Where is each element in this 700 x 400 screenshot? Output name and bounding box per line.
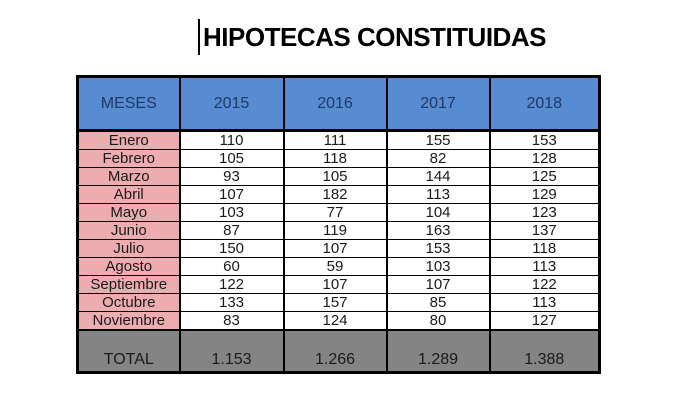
value-cell[interactable]: 113	[488, 257, 601, 276]
table-row-septiembre: Septiembre 122 107 107 122	[76, 275, 601, 294]
table-row-junio: Junio 87 119 163 137	[76, 221, 601, 240]
table-row-abril: Abril 107 182 113 129	[76, 185, 601, 204]
column-header-2018[interactable]: 2018	[488, 75, 601, 132]
value-cell[interactable]: 118	[282, 149, 388, 168]
value-cell[interactable]: 107	[178, 185, 285, 204]
value-cell[interactable]: 127	[488, 311, 601, 331]
table-row-enero: Enero 110 111 155 153	[76, 130, 601, 150]
value-cell[interactable]: 129	[488, 185, 601, 204]
month-cell-junio[interactable]: Junio	[76, 221, 181, 240]
value-cell[interactable]: 137	[488, 221, 601, 240]
value-cell[interactable]: 82	[385, 149, 491, 168]
value-cell[interactable]: 122	[488, 275, 601, 294]
value-cell[interactable]: 133	[178, 293, 285, 312]
value-cell[interactable]: 153	[488, 130, 601, 150]
value-cell[interactable]: 157	[282, 293, 388, 312]
value-cell[interactable]: 118	[488, 239, 601, 258]
value-cell[interactable]: 125	[488, 167, 601, 186]
value-cell[interactable]: 103	[385, 257, 491, 276]
month-cell-septiembre[interactable]: Septiembre	[76, 275, 181, 294]
table-row-julio: Julio 150 107 153 118	[76, 239, 601, 258]
month-cell-octubre[interactable]: Octubre	[76, 293, 181, 312]
value-cell[interactable]: 59	[282, 257, 388, 276]
column-header-2015[interactable]: 2015	[178, 75, 285, 132]
value-cell[interactable]: 83	[178, 311, 285, 331]
value-cell[interactable]: 123	[488, 203, 601, 222]
value-cell[interactable]: 80	[385, 311, 491, 331]
total-label-cell[interactable]: TOTAL	[76, 329, 181, 373]
value-cell[interactable]: 103	[178, 203, 285, 222]
value-cell[interactable]: 107	[282, 275, 388, 294]
table-row-noviembre: Noviembre 83 124 80 127	[76, 311, 601, 331]
value-cell[interactable]: 105	[178, 149, 285, 168]
total-value-cell-2015[interactable]: 1.153	[178, 329, 285, 373]
header-row: MESES 2015 2016 2017 2018	[76, 75, 601, 132]
table-row-octubre: Octubre 133 157 85 113	[76, 293, 601, 312]
page-title[interactable]: HIPOTECAS CONSTITUIDAS	[203, 22, 546, 52]
total-value-cell-2017[interactable]: 1.289	[385, 329, 491, 373]
value-cell[interactable]: 153	[385, 239, 491, 258]
table-row-marzo: Marzo 93 105 144 125	[76, 167, 601, 186]
month-cell-marzo[interactable]: Marzo	[76, 167, 181, 186]
value-cell[interactable]: 77	[282, 203, 388, 222]
table-row-mayo: Mayo 103 77 104 123	[76, 203, 601, 222]
value-cell[interactable]: 163	[385, 221, 491, 240]
text-cursor	[198, 19, 201, 55]
value-cell[interactable]: 150	[178, 239, 285, 258]
value-cell[interactable]: 93	[178, 167, 285, 186]
value-cell[interactable]: 107	[385, 275, 491, 294]
value-cell[interactable]: 155	[385, 130, 491, 150]
value-cell[interactable]: 105	[282, 167, 388, 186]
month-cell-noviembre[interactable]: Noviembre	[76, 311, 181, 331]
value-cell[interactable]: 144	[385, 167, 491, 186]
value-cell[interactable]: 182	[282, 185, 388, 204]
value-cell[interactable]: 113	[385, 185, 491, 204]
total-value-cell-2018[interactable]: 1.388	[488, 329, 601, 373]
value-cell[interactable]: 128	[488, 149, 601, 168]
total-row: TOTAL 1.153 1.266 1.289 1.388	[76, 329, 601, 373]
value-cell[interactable]: 104	[385, 203, 491, 222]
column-header-2017[interactable]: 2017	[385, 75, 491, 132]
value-cell[interactable]: 119	[282, 221, 388, 240]
month-cell-abril[interactable]: Abril	[76, 185, 181, 204]
column-header-meses[interactable]: MESES	[76, 75, 181, 132]
hipotecas-table: MESES 2015 2016 2017 2018 Enero 110 111 …	[76, 75, 601, 374]
value-cell[interactable]: 124	[282, 311, 388, 331]
table-row-febrero: Febrero 105 118 82 128	[76, 149, 601, 168]
month-cell-julio[interactable]: Julio	[76, 239, 181, 258]
value-cell[interactable]: 113	[488, 293, 601, 312]
month-cell-mayo[interactable]: Mayo	[76, 203, 181, 222]
value-cell[interactable]: 87	[178, 221, 285, 240]
table-row-agosto: Agosto 60 59 103 113	[76, 257, 601, 276]
value-cell[interactable]: 110	[178, 130, 285, 150]
month-cell-agosto[interactable]: Agosto	[76, 257, 181, 276]
value-cell[interactable]: 107	[282, 239, 388, 258]
title-row: HIPOTECAS CONSTITUIDAS	[0, 18, 700, 56]
value-cell[interactable]: 122	[178, 275, 285, 294]
month-cell-febrero[interactable]: Febrero	[76, 149, 181, 168]
month-cell-enero[interactable]: Enero	[76, 130, 181, 150]
value-cell[interactable]: 85	[385, 293, 491, 312]
total-value-cell-2016[interactable]: 1.266	[282, 329, 388, 373]
column-header-2016[interactable]: 2016	[282, 75, 388, 132]
value-cell[interactable]: 111	[282, 130, 388, 150]
value-cell[interactable]: 60	[178, 257, 285, 276]
